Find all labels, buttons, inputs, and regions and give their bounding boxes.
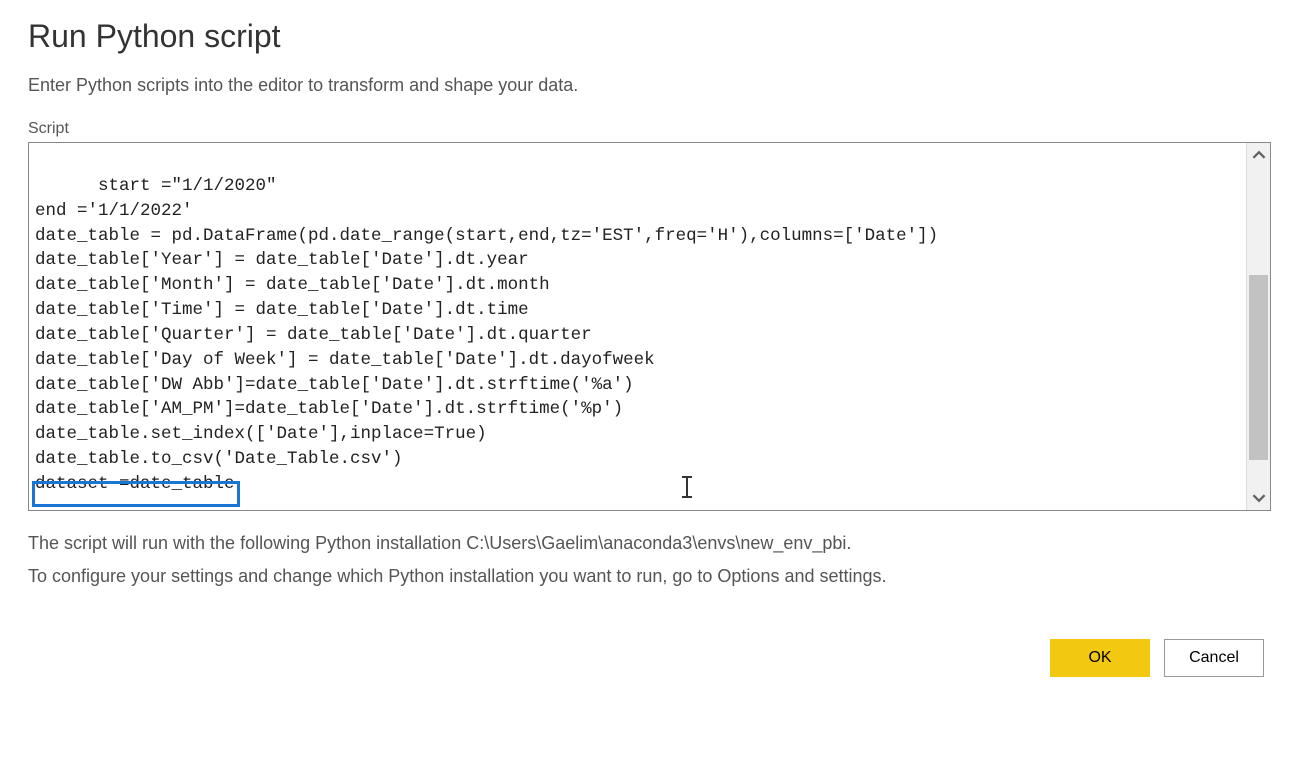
scroll-up-button[interactable] bbox=[1247, 143, 1270, 167]
scrollbar-thumb[interactable] bbox=[1249, 275, 1268, 460]
python-install-path-text: The script will run with the following P… bbox=[28, 529, 1276, 558]
python-config-hint-text: To configure your settings and change wh… bbox=[28, 562, 1276, 591]
chevron-up-icon bbox=[1252, 148, 1266, 162]
chevron-down-icon bbox=[1252, 491, 1266, 505]
script-field-label: Script bbox=[28, 120, 1276, 138]
editor-scrollbar[interactable] bbox=[1246, 143, 1270, 510]
text-cursor-icon bbox=[680, 476, 694, 498]
dialog-subtitle: Enter Python scripts into the editor to … bbox=[28, 75, 1276, 96]
scroll-down-button[interactable] bbox=[1247, 486, 1270, 510]
ok-button[interactable]: OK bbox=[1050, 639, 1150, 677]
dialog-title: Run Python script bbox=[28, 18, 1276, 55]
script-editor-container: start ="1/1/2020" end ='1/1/2022' date_t… bbox=[28, 142, 1271, 511]
cancel-button[interactable]: Cancel bbox=[1164, 639, 1264, 677]
dialog-button-row: OK Cancel bbox=[28, 639, 1276, 677]
python-script-dialog: Run Python script Enter Python scripts i… bbox=[0, 0, 1304, 695]
script-code-text: start ="1/1/2020" end ='1/1/2022' date_t… bbox=[35, 176, 938, 494]
scrollbar-track[interactable] bbox=[1247, 167, 1270, 486]
script-editor[interactable]: start ="1/1/2020" end ='1/1/2022' date_t… bbox=[29, 143, 1246, 510]
